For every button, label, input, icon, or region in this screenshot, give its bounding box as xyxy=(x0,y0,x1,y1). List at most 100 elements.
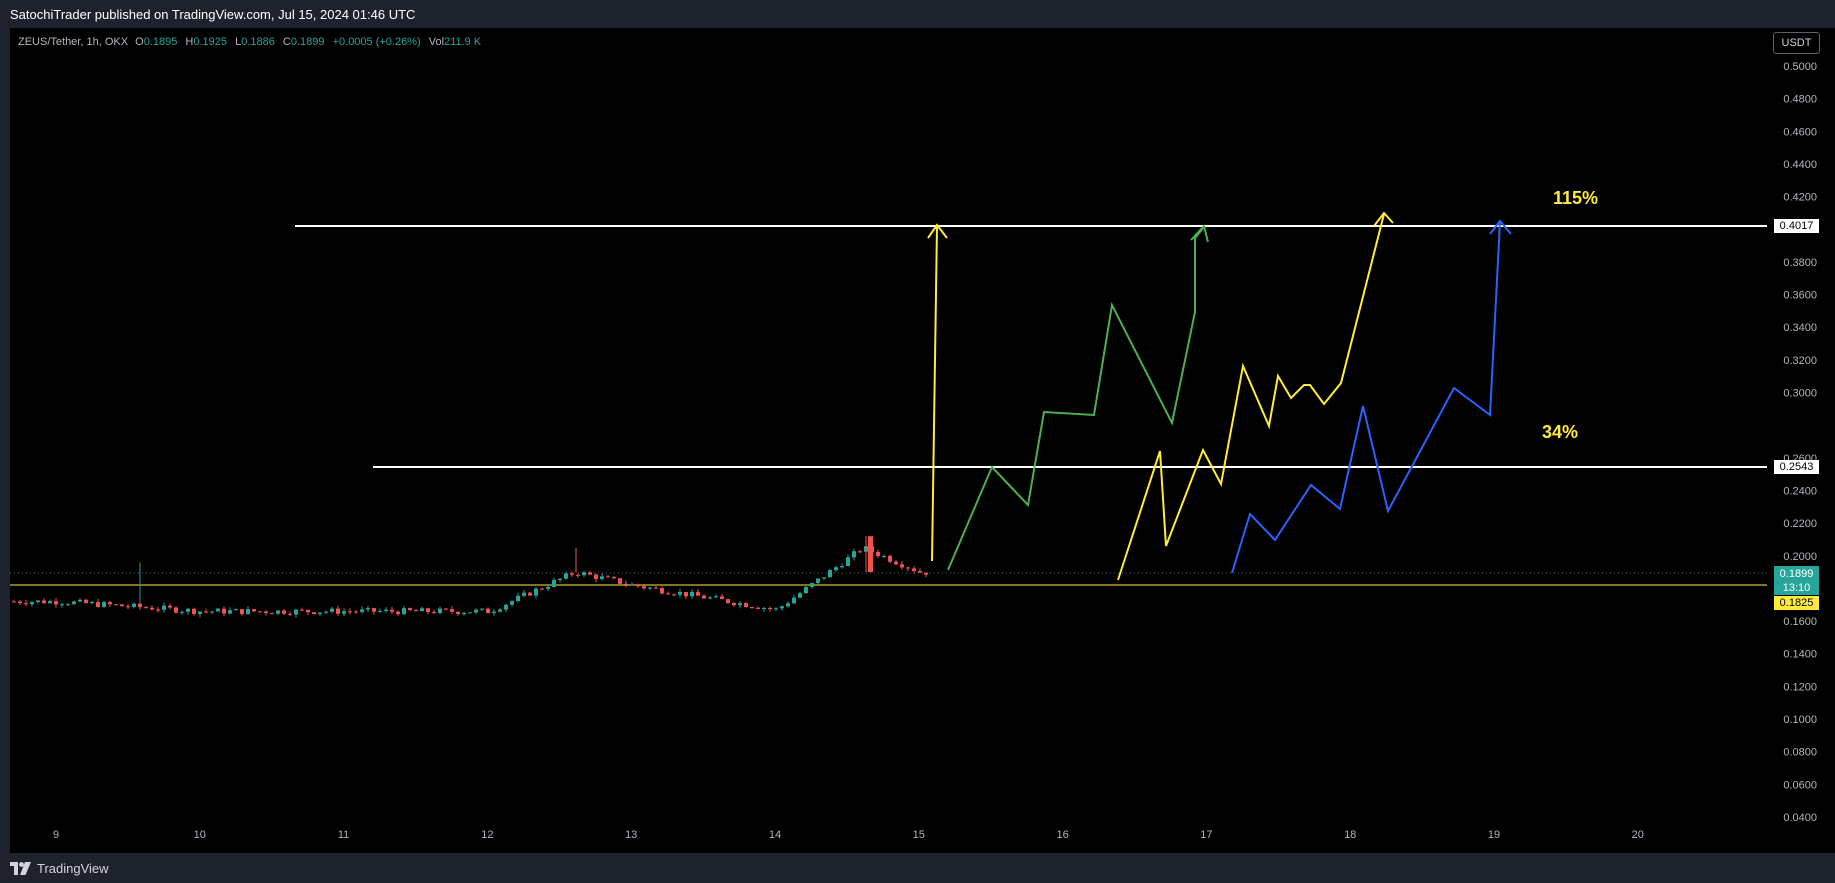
candle-body xyxy=(492,611,496,614)
price-tag-support: 0.1825 xyxy=(1774,596,1819,610)
candle-body xyxy=(72,601,76,605)
candle-body xyxy=(228,610,232,614)
candle-body xyxy=(504,604,508,610)
candle-body xyxy=(36,600,40,603)
candle-body xyxy=(744,603,748,608)
candle-body xyxy=(144,607,148,609)
price-tick-label: 0.2200 xyxy=(1783,518,1817,530)
tradingview-brand: TradingView xyxy=(37,860,109,876)
time-axis-bg[interactable] xyxy=(10,817,1835,853)
candle-body xyxy=(60,604,64,606)
price-tick-label: 0.3000 xyxy=(1783,388,1817,400)
candle-body xyxy=(606,576,610,578)
symbol-legend[interactable]: ZEUS/Tether, 1h, OKX O0.1895 H0.1925 L0.… xyxy=(18,36,486,48)
candle-body xyxy=(750,607,754,609)
candle-body xyxy=(174,607,178,613)
candle-body xyxy=(234,609,238,611)
candle-body xyxy=(300,609,304,611)
candle-body xyxy=(270,613,274,615)
time-tick-label: 11 xyxy=(338,829,349,841)
candle-body xyxy=(132,603,136,607)
candle-body xyxy=(486,608,490,614)
candle-body xyxy=(894,561,898,565)
candle-body xyxy=(414,610,418,612)
candle-body xyxy=(696,591,700,596)
volume-value: 211.9 K xyxy=(444,36,482,48)
candle-body xyxy=(210,611,214,613)
candle-body xyxy=(756,607,760,609)
candle-body xyxy=(108,602,112,605)
candle-body xyxy=(816,578,820,584)
time-tick-label: 16 xyxy=(1056,829,1068,841)
candle-body xyxy=(474,609,478,613)
price-tick-label: 0.4400 xyxy=(1783,159,1817,171)
candle-body xyxy=(264,611,268,614)
price-tick-label: 0.0600 xyxy=(1783,779,1817,791)
tradingview-logo[interactable]: TradingView xyxy=(10,859,109,877)
candle-body xyxy=(390,609,394,612)
footer-bar xyxy=(0,853,1835,883)
candle-body xyxy=(702,595,706,599)
candle-body xyxy=(528,592,532,596)
price-tick-label: 0.0800 xyxy=(1783,747,1817,759)
price-axis-bg[interactable] xyxy=(1767,28,1835,817)
candle-body xyxy=(396,611,400,615)
currency-button[interactable]: USDT xyxy=(1773,32,1820,54)
candle-body xyxy=(840,566,844,568)
candle-body xyxy=(684,592,688,597)
candle-body xyxy=(600,576,604,580)
blue-path[interactable] xyxy=(1231,221,1501,574)
candle-body xyxy=(186,608,190,612)
candle-body xyxy=(336,608,340,614)
time-tick-label: 9 xyxy=(53,829,59,841)
volume-label: Vol xyxy=(428,36,445,48)
candle-body xyxy=(780,606,784,609)
candle-body xyxy=(162,605,166,610)
candle-body xyxy=(690,591,694,597)
candle-body xyxy=(582,572,586,576)
close-label: C xyxy=(282,36,291,48)
candle-body xyxy=(90,602,94,604)
candle-body xyxy=(324,611,328,613)
time-tick-label: 20 xyxy=(1632,829,1644,841)
candle-body xyxy=(522,592,526,596)
price-tick-label: 0.2400 xyxy=(1783,485,1817,497)
candle-body xyxy=(726,599,730,603)
candle-body xyxy=(714,596,718,598)
candle-body xyxy=(768,608,772,610)
candle-body xyxy=(240,609,244,615)
candle-body xyxy=(150,607,154,610)
candle-body xyxy=(594,574,598,580)
green-path[interactable] xyxy=(947,226,1205,571)
low-value: 0.1886 xyxy=(241,36,275,48)
candle-body xyxy=(216,608,220,612)
yellow-arrow-path-1[interactable] xyxy=(931,225,938,562)
candle-body xyxy=(468,612,472,614)
last-price-value: 0.1899 xyxy=(1779,568,1814,580)
candle-body xyxy=(168,605,172,608)
time-tick-label: 12 xyxy=(481,829,493,841)
chart-pane[interactable] xyxy=(10,28,1767,817)
candle-body xyxy=(660,588,664,594)
candle-body xyxy=(360,609,364,612)
time-tick-label: 14 xyxy=(769,829,781,841)
candle-body xyxy=(54,601,58,605)
candle-body xyxy=(738,603,742,606)
yellow-path-2[interactable] xyxy=(1117,213,1385,581)
target-label-34: 34% xyxy=(1542,422,1579,442)
candle-body xyxy=(846,557,850,567)
candle-body xyxy=(438,608,442,614)
price-tick-label: 0.0400 xyxy=(1783,812,1817,824)
candle-body xyxy=(252,609,256,612)
candle-body xyxy=(642,586,646,589)
candle-body xyxy=(906,567,910,569)
candle-body xyxy=(282,610,286,614)
candle-body xyxy=(48,601,52,604)
price-tick-label: 0.1000 xyxy=(1783,714,1817,726)
candle-body xyxy=(810,583,814,587)
candle-body xyxy=(462,612,466,615)
time-ticks: 9 10 11 12 13 14 15 16 17 18 19 20 xyxy=(53,829,1644,841)
candle-body xyxy=(222,608,226,614)
arrow-head-icon xyxy=(1373,211,1394,227)
